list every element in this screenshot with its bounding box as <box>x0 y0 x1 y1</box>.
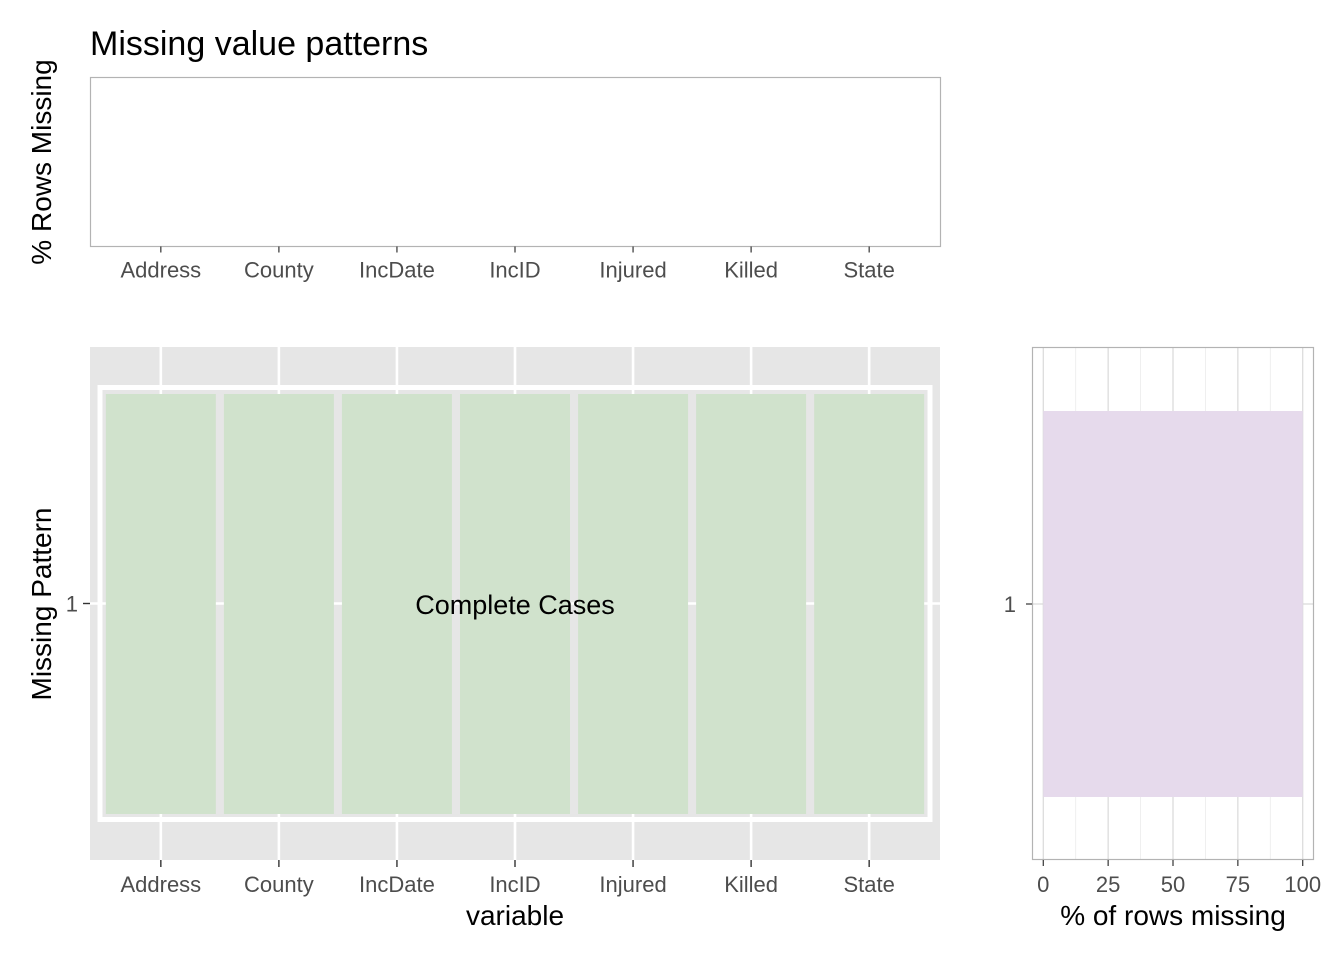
pattern-tile <box>223 394 334 814</box>
top-x-tick-label: Killed <box>724 258 778 283</box>
right-y-axis: 1 <box>1004 592 1032 617</box>
main-x-axis: Address County IncDate IncID Injured Killed St… <box>120 860 895 897</box>
pattern-heatmap: Complete Cases Address County IncDate IncID… <box>26 347 940 931</box>
main-x-tick-label: Killed <box>724 872 778 897</box>
top-y-axis-title: % Rows Missing <box>26 59 57 264</box>
top-x-tick-label: State <box>843 258 894 283</box>
main-x-tick-label: County <box>244 872 314 897</box>
top-x-tick-label: Address <box>120 258 201 283</box>
main-x-tick-label: IncDate <box>359 872 435 897</box>
pattern-tiles <box>105 394 925 814</box>
pattern-tile <box>814 394 925 814</box>
right-x-axis-title: % of rows missing <box>1060 900 1286 931</box>
main-x-tick-label: State <box>843 872 894 897</box>
right-x-tick-label: 25 <box>1096 872 1120 897</box>
complete-cases-label: Complete Cases <box>415 590 615 620</box>
right-x-tick-label: 75 <box>1226 872 1250 897</box>
main-x-tick-label: Address <box>120 872 201 897</box>
main-x-tick-label: IncID <box>489 872 540 897</box>
right-x-axis: 0 25 50 75 100 <box>1037 860 1321 897</box>
pattern-tile <box>696 394 807 814</box>
top-x-tick-label: County <box>244 258 314 283</box>
pattern-tile <box>105 394 216 814</box>
top-x-tick-label: IncDate <box>359 258 435 283</box>
top-x-axis: Address County IncDate IncID Injured Killed St… <box>120 246 895 283</box>
top-x-tick-label: Injured <box>599 258 666 283</box>
main-x-axis-title: variable <box>466 900 564 931</box>
pattern-tile <box>341 394 452 814</box>
right-bars <box>1043 411 1303 797</box>
main-y-axis: 1 <box>66 592 90 617</box>
main-y-tick-label: 1 <box>66 592 78 617</box>
right-bar <box>1043 411 1303 797</box>
right-x-tick-label: 50 <box>1161 872 1185 897</box>
pattern-tile <box>460 394 570 814</box>
top-bar-chart: Missing value patterns % Rows Missing Ad… <box>26 25 942 283</box>
right-y-tick-label: 1 <box>1004 592 1016 617</box>
pattern-row-outline <box>97 385 933 822</box>
chart-title: Missing value patterns <box>90 25 428 63</box>
top-x-tick-label: IncID <box>489 258 540 283</box>
top-plot-frame <box>89 76 942 248</box>
pattern-tile <box>578 394 689 814</box>
main-y-axis-title: Missing Pattern <box>26 508 57 701</box>
main-x-tick-label: Injured <box>599 872 666 897</box>
right-plot-frame <box>1031 346 1315 861</box>
pattern-percent-chart: 0 25 50 75 100 1 % of rows missing <box>1004 346 1321 931</box>
right-x-tick-label: 100 <box>1284 872 1321 897</box>
right-x-tick-label: 0 <box>1037 872 1049 897</box>
